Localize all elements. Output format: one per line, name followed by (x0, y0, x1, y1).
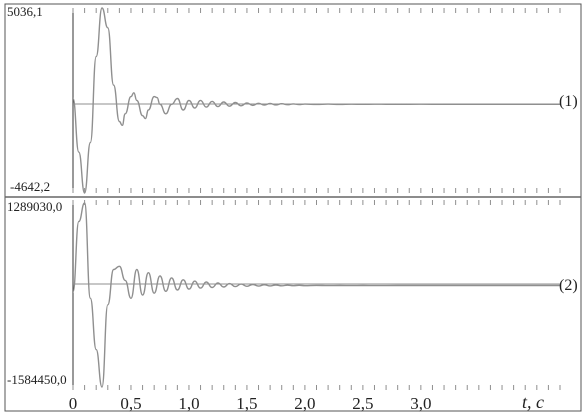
series-2-trace (72, 202, 560, 388)
x-tick-label: 0 (69, 394, 78, 413)
x-tick-label: 0,5 (120, 394, 141, 413)
x-tick-label: 1,5 (236, 394, 257, 413)
x-tick-label: 1,0 (178, 394, 199, 413)
x-axis: 0 0,5 1,0 1,5 2,0 2,5 3,0 (69, 8, 561, 413)
x-tick-label: 3,0 (410, 394, 431, 413)
x-axis-unit-label: t, c (522, 392, 544, 412)
panel-2-ymax-label: 1289030,0 (7, 199, 62, 214)
x-tick-label: 2,0 (294, 394, 315, 413)
panel-1-ymin-label: -4642,2 (10, 179, 50, 194)
series-1-label: (1) (559, 93, 578, 110)
series-2-label: (2) (559, 277, 578, 294)
panel-1: 5036,1 -4642,2 (1) (7, 4, 578, 194)
panel-2: 1289030,0 -1584450,0 (2) (7, 199, 578, 390)
plot-frame (4, 3, 582, 412)
panel-1-ymax-label: 5036,1 (7, 4, 43, 19)
panel-2-ymin-label: -1584450,0 (7, 372, 67, 387)
series-1-trace (72, 7, 560, 194)
x-tick-label: 2,5 (352, 394, 373, 413)
